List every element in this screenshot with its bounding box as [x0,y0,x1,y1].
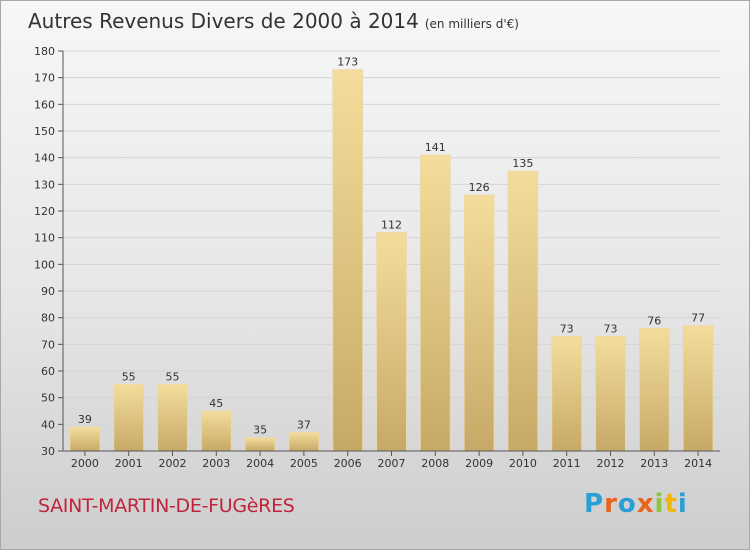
x-tick-label: 2008 [421,457,449,470]
y-tick-label: 80 [41,312,55,325]
y-tick-label: 60 [41,365,55,378]
data-label: 112 [381,218,402,231]
bar [201,410,232,452]
data-label: 55 [122,370,136,383]
x-tick-label: 2005 [290,457,318,470]
data-label: 73 [604,322,618,335]
x-tick-label: 2002 [159,457,187,470]
bar [639,327,670,452]
y-tick-label: 70 [41,338,55,351]
x-tick-label: 2001 [115,457,143,470]
bar [507,170,539,452]
x-tick-label: 2006 [334,457,362,470]
data-label: 135 [512,157,533,170]
data-label: 141 [425,141,446,154]
data-label: 173 [337,56,358,69]
x-tick-label: 2010 [509,457,537,470]
y-tick-label: 90 [41,285,55,298]
data-label: 35 [253,424,267,437]
labels: 30 40 50 60 70 80 90 100 110 120 130 140 150 160 170 18… [34,45,712,470]
logo-letter: x [636,489,655,519]
chart-title-text: Autres Revenus Divers de 2000 à 2014 [28,9,419,33]
bar [113,383,144,452]
y-tick-label: 120 [34,205,55,218]
data-label: 77 [691,312,705,325]
axes [58,50,720,456]
data-label: 76 [647,314,661,327]
y-tick-label: 140 [34,152,55,165]
bar [551,335,582,452]
bar [682,325,714,452]
x-tick-label: 2013 [640,457,668,470]
bar [376,231,407,452]
y-tick-label: 160 [34,98,55,111]
y-tick-label: 100 [34,258,55,271]
bar [595,335,626,452]
data-label: 45 [209,397,223,410]
bar [332,69,363,452]
logo-letter: r [604,489,618,519]
x-tick-label: 2003 [202,457,230,470]
y-tick-label: 130 [34,178,55,191]
proxiti-logo: Proxiti [584,489,688,519]
commune-name: SAINT-MARTIN-DE-FUGèRES [38,495,295,517]
chart-subtitle: (en milliers d'€) [424,17,519,31]
x-tick-label: 2009 [465,457,493,470]
y-tick-label: 150 [34,125,55,138]
logo-letter: t [664,489,678,519]
chart-title: Autres Revenus Divers de 2000 à 2014 (en … [28,9,519,33]
logo-letter: i [654,489,665,519]
y-tick-label: 50 [41,392,55,405]
bars [69,69,714,452]
y-tick-label: 110 [34,232,55,245]
x-tick-label: 2014 [684,457,712,470]
y-tick-label: 170 [34,72,55,85]
logo-letter: i [677,489,688,519]
data-label: 126 [469,181,490,194]
x-tick-label: 2011 [553,457,581,470]
bar [463,194,495,452]
x-tick-label: 2000 [71,457,99,470]
data-label: 39 [78,413,92,426]
data-label: 55 [166,370,180,383]
x-tick-label: 2004 [246,457,274,470]
bar [420,154,451,452]
logo-letter: P [584,489,605,519]
y-tick-label: 180 [34,45,55,58]
data-label: 73 [560,322,574,335]
y-tick-label: 40 [41,418,55,431]
logo-letter: o [617,489,637,519]
data-label: 37 [297,418,311,431]
bar [69,426,101,452]
x-tick-label: 2007 [378,457,406,470]
bar [157,383,188,452]
x-tick-label: 2012 [597,457,625,470]
y-tick-label: 30 [41,445,55,458]
bar [288,431,320,452]
bar [244,437,276,452]
